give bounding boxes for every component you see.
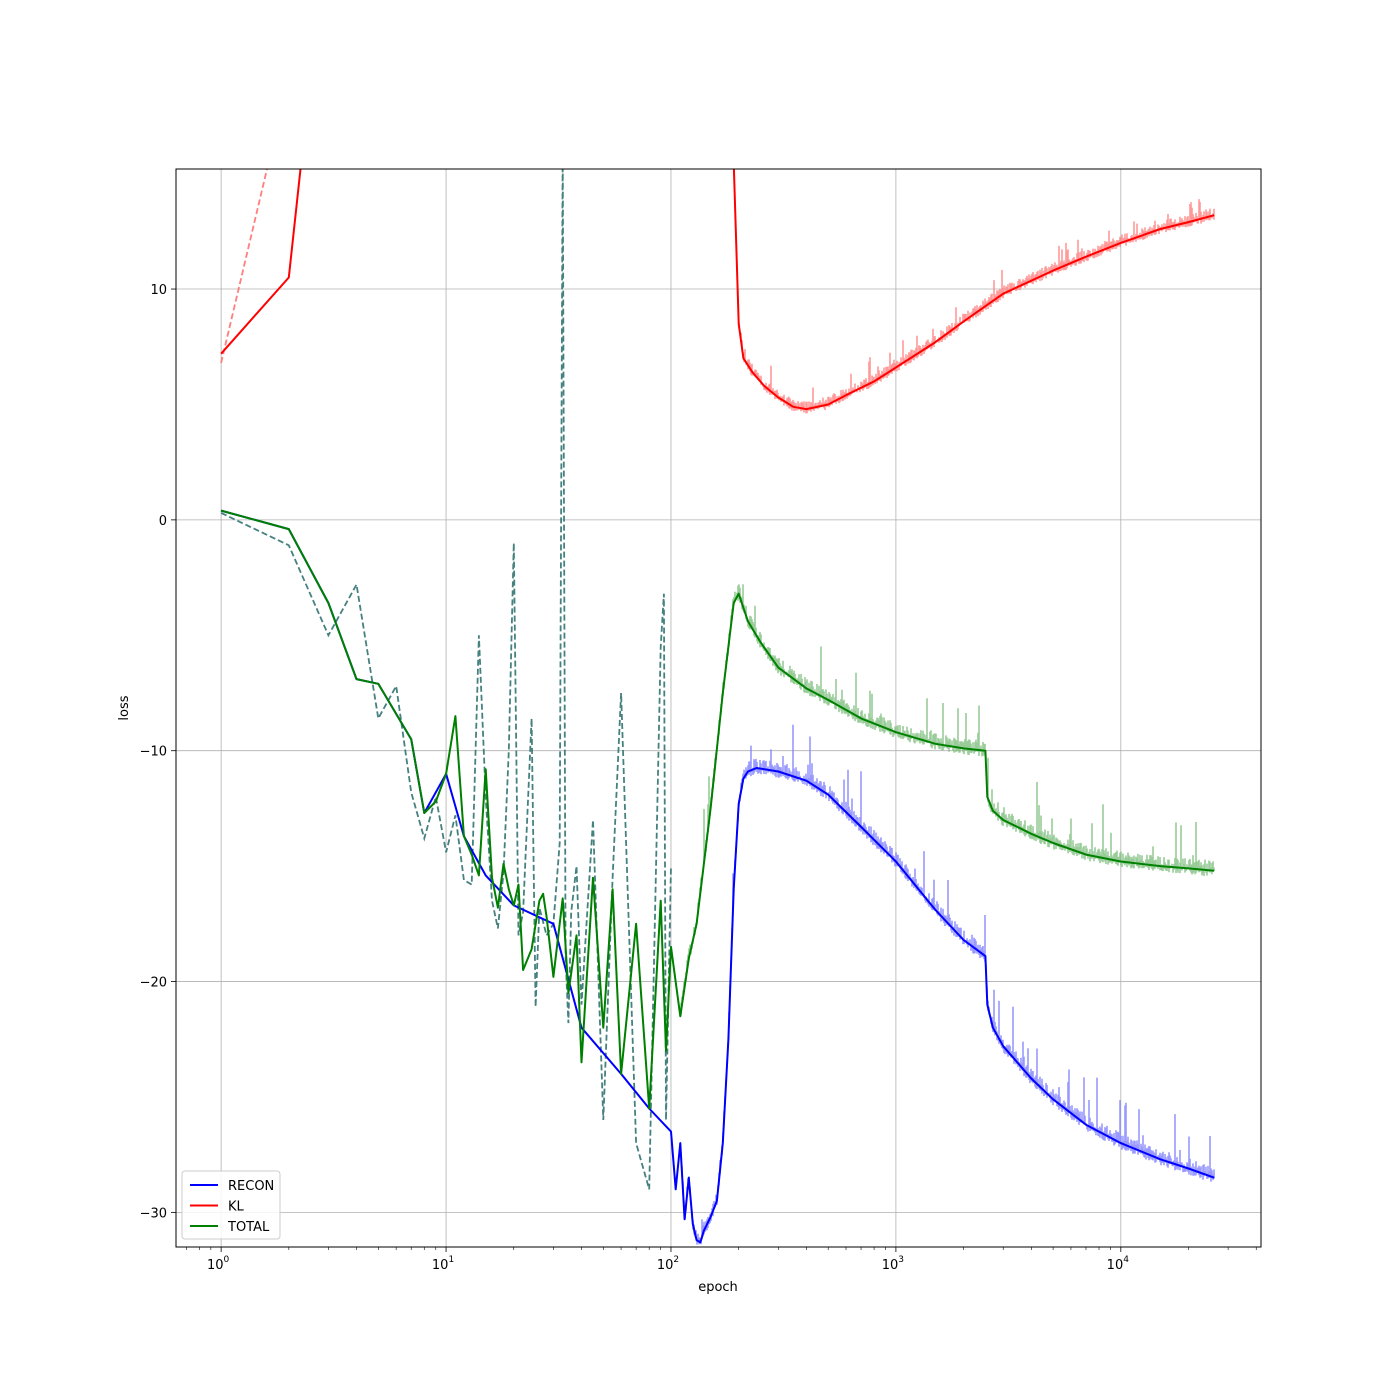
x-tick-base: 10 <box>1107 1258 1124 1273</box>
y-tick-label: 10 <box>150 283 167 298</box>
y-tick-label: −10 <box>140 745 167 760</box>
x-tick-exponent: 3 <box>898 1255 904 1265</box>
x-tick-label: 100 <box>207 1255 230 1273</box>
y-tick-label: −20 <box>140 976 167 991</box>
plot-area-background <box>176 169 1261 1247</box>
x-tick-base: 10 <box>432 1258 449 1273</box>
x-tick-label: 102 <box>657 1255 679 1273</box>
legend-box <box>181 1170 281 1240</box>
y-tick-label: −30 <box>140 1206 167 1221</box>
legend-label: RECON <box>228 1179 274 1194</box>
x-tick-base: 10 <box>207 1258 224 1273</box>
legend-label: TOTAL <box>227 1220 270 1235</box>
plot-frame <box>175 168 1262 1248</box>
y-tick-label: 0 <box>159 514 167 529</box>
shadow-line <box>220 169 269 364</box>
series-line <box>220 169 1215 411</box>
x-tick-exponent: 4 <box>1123 1255 1129 1265</box>
legend: RECON KL TOTAL <box>181 1170 281 1240</box>
grid-lines <box>176 169 1261 1247</box>
x-tick-base: 10 <box>657 1258 674 1273</box>
x-tick-exponent: 2 <box>673 1255 679 1265</box>
x-axis-ticks: 100 101 102 103 104 <box>185 1247 1257 1273</box>
x-axis-label: epoch <box>698 1280 738 1295</box>
y-axis-label: loss <box>117 695 132 720</box>
series-lines <box>220 169 1215 1244</box>
x-tick-label: 103 <box>882 1255 904 1273</box>
x-tick-exponent: 0 <box>224 1255 230 1265</box>
x-tick-exponent: 1 <box>448 1255 454 1265</box>
y-axis-ticks: 10 0 −10 −20 −30 <box>140 283 176 1221</box>
x-tick-label: 101 <box>432 1255 454 1273</box>
legend-label: KL <box>228 1200 245 1215</box>
x-tick-base: 10 <box>882 1258 899 1273</box>
x-tick-label: 104 <box>1107 1255 1130 1273</box>
series-line <box>220 509 1215 1110</box>
series-line <box>220 509 1215 1244</box>
